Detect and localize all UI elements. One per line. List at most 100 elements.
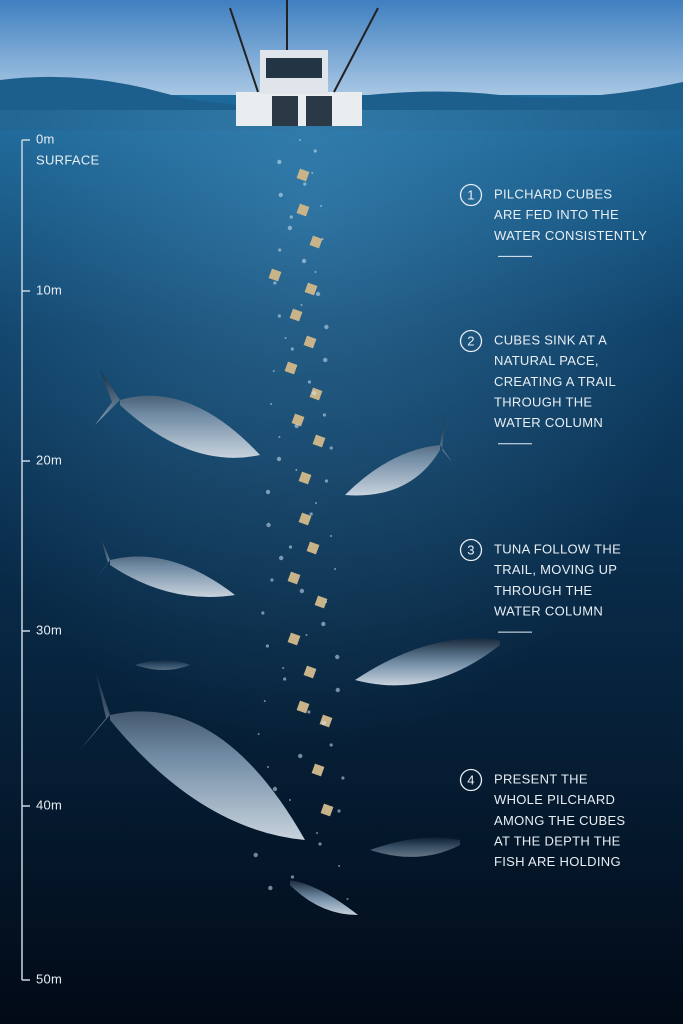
bubble <box>305 634 308 636</box>
bubble <box>299 588 305 594</box>
boat <box>229 0 379 126</box>
step-number: 1 <box>467 187 475 202</box>
step-badge <box>459 768 483 792</box>
step-text: PRESENT THE <box>494 771 588 786</box>
bubble <box>335 687 341 693</box>
bubble <box>335 654 340 660</box>
bubble <box>341 776 345 780</box>
bubble <box>329 743 333 747</box>
bubble <box>318 842 322 846</box>
bubble <box>303 182 307 186</box>
bait-cube <box>296 168 310 182</box>
bubble <box>338 865 341 867</box>
step-number: 4 <box>467 772 475 787</box>
bait-cube <box>298 471 312 485</box>
step-number: 2 <box>467 333 475 348</box>
bubble <box>307 710 311 714</box>
bubble <box>278 192 283 198</box>
bait-trail <box>253 139 349 900</box>
bait-cube <box>312 434 326 448</box>
bubble <box>301 258 307 264</box>
bubble <box>272 786 278 792</box>
bait-cube <box>289 308 303 322</box>
bubble <box>321 720 327 726</box>
bubble <box>298 753 303 759</box>
bait-cube <box>287 632 301 646</box>
bubble <box>307 380 312 384</box>
bubble <box>277 314 281 318</box>
step-text: CUBES SINK AT A <box>494 332 607 347</box>
bubble <box>290 875 295 879</box>
bubble <box>278 248 282 252</box>
step-text: WATER COLUMN <box>494 604 603 619</box>
bubble <box>265 644 269 648</box>
bait-cube <box>311 763 325 777</box>
step-badge <box>459 183 483 207</box>
bubble <box>284 337 287 339</box>
bubble <box>324 324 329 330</box>
bubble <box>323 357 328 363</box>
bubble <box>346 898 349 900</box>
step-text: TRAIL, MOVING UP <box>494 562 617 577</box>
bubble <box>282 667 285 669</box>
step-text: WATER CONSISTENTLY <box>494 228 647 243</box>
bubble <box>278 436 281 438</box>
depth-label: 20m <box>36 452 62 467</box>
bubble <box>334 568 337 570</box>
depth-label: 0m <box>36 131 55 146</box>
bubble <box>289 215 293 219</box>
bait-cube <box>309 235 323 249</box>
bubble <box>299 139 301 141</box>
bubble <box>266 766 269 768</box>
bubble <box>263 700 266 702</box>
bubble <box>294 423 299 429</box>
depth-label: 40m <box>36 797 62 812</box>
step-text: CREATING A TRAIL <box>494 374 616 389</box>
bubble <box>288 799 291 801</box>
bait-cube <box>287 571 301 585</box>
bubble <box>290 347 294 351</box>
step-text: THROUGH THE <box>494 583 592 598</box>
bait-cube <box>298 512 312 526</box>
bubble <box>266 522 271 528</box>
bubble <box>329 535 332 537</box>
bubble <box>277 159 282 165</box>
bubble <box>295 469 298 471</box>
bait-cube <box>296 203 310 217</box>
bubble <box>337 809 341 813</box>
depth-label: 10m <box>36 282 62 297</box>
steps: 1 PILCHARD CUBES ARE FED INTO THE WATER CON… <box>459 183 647 869</box>
bubble <box>315 291 321 297</box>
depth-note: SURFACE <box>36 152 100 167</box>
bait-cube <box>303 335 317 349</box>
bubble <box>270 578 274 582</box>
bubble <box>325 601 328 603</box>
bubble <box>321 621 326 627</box>
bait-cube <box>291 413 305 427</box>
bait-cube <box>284 361 298 375</box>
bubble <box>321 238 324 240</box>
bubble <box>314 502 317 504</box>
bubble <box>309 512 313 516</box>
step-text: TUNA FOLLOW THE <box>494 541 621 556</box>
step-badge <box>459 538 483 562</box>
bubble <box>329 446 333 450</box>
step-text: AT THE DEPTH THE <box>494 834 621 849</box>
bubble <box>287 225 293 231</box>
bubble <box>272 370 275 372</box>
step-text: PILCHARD CUBES <box>494 186 612 201</box>
bait-cube <box>304 282 318 296</box>
step-text: WATER COLUMN <box>494 415 603 430</box>
step-text: AMONG THE CUBES <box>494 813 625 828</box>
bubble <box>311 390 317 396</box>
bubble <box>324 479 329 483</box>
bubble <box>278 555 284 561</box>
bubble <box>273 281 277 285</box>
bubble <box>265 489 271 495</box>
bubble <box>320 205 323 207</box>
step-text: WHOLE PILCHARD <box>494 792 615 807</box>
bait-cube <box>303 665 317 679</box>
bubble <box>311 172 314 174</box>
bubble <box>270 403 273 405</box>
